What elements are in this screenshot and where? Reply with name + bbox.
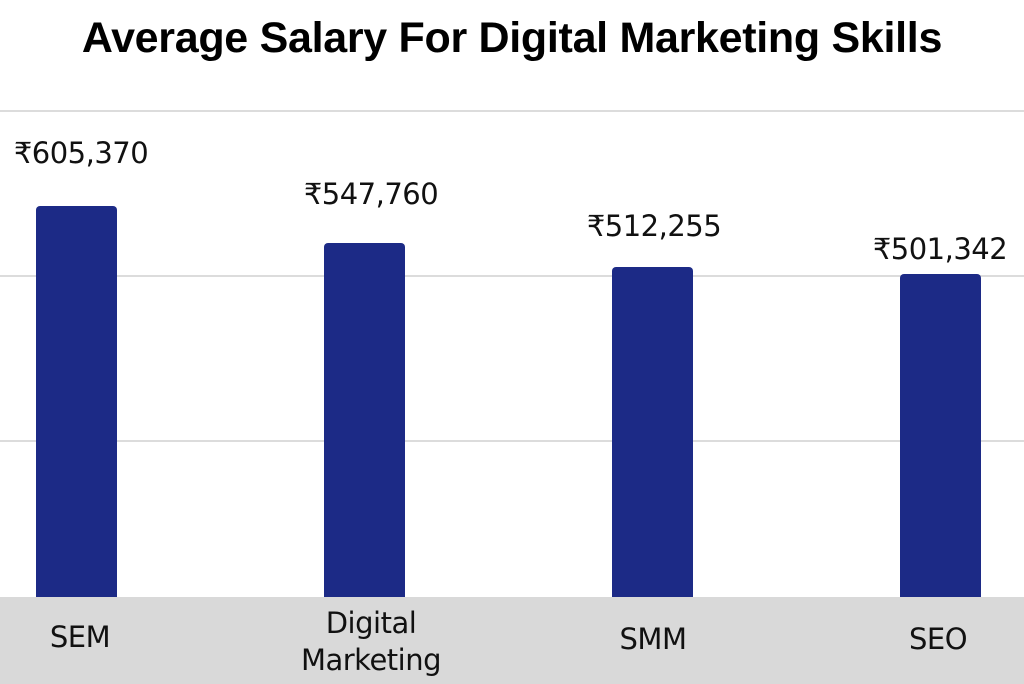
bar-seo [900,274,981,597]
bar-smm [612,267,693,597]
value-label-seo: ₹501,342 [872,232,1008,266]
x-label-seo: SEO [908,622,968,656]
gridline [0,440,1024,442]
gridline [0,110,1024,112]
bar-sem [36,206,117,597]
x-label-smm: SMM [619,622,687,656]
value-label-digital-marketing: ₹547,760 [303,177,439,211]
x-label-digital-marketing-line1: Digital [325,606,417,640]
gridline [0,275,1024,277]
value-label-smm: ₹512,255 [586,209,722,243]
bar-digital-marketing [324,243,405,597]
x-axis-band [0,597,1024,684]
x-label-sem: SEM [49,620,111,654]
chart-title: Average Salary For Digital Marketing Ski… [81,14,943,62]
value-label-sem: ₹605,370 [13,136,149,170]
x-label-digital-marketing-line2: Marketing [300,643,442,677]
